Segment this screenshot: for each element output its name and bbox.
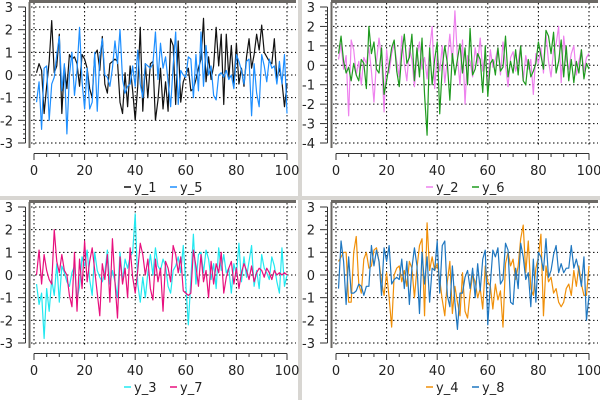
y-tick-label: -3: [0, 337, 13, 352]
legend-label: y_7: [180, 381, 202, 396]
x-tick-label: 20: [378, 164, 395, 179]
y-tick-label: -1: [302, 292, 315, 307]
subplot-1: 3 2 1 0 -1 -2 -3 0 20 40 60 80 100 y_1 y_5: [0, 0, 299, 196]
y-tick-label: 0: [307, 59, 315, 74]
y-tick-label: 3: [5, 201, 13, 216]
x-tick-label: 40: [127, 364, 144, 379]
legend-label: y_5: [180, 181, 202, 196]
y-tick-label: 1: [307, 40, 315, 55]
y-tick-label: -2: [302, 314, 315, 329]
x-tick-label: 0: [332, 364, 340, 379]
y-tick-label: 3: [307, 1, 315, 16]
x-tick-label: 80: [228, 364, 245, 379]
legend-label: y_4: [436, 381, 458, 396]
y-tick-label: 0: [5, 269, 13, 284]
x-tick-label: 100: [275, 164, 300, 179]
y-tick-label: 3: [307, 201, 315, 216]
plot-area: [331, 200, 599, 348]
x-tick-label: 40: [429, 164, 446, 179]
series-line-y_2: [337, 10, 590, 117]
subplot-4: 3 2 1 0 -1 -2 -3 0 20 40 60 80 100 y_4 y_8: [302, 200, 600, 396]
y-tick-label: 1: [307, 246, 315, 261]
x-tick-label: 0: [30, 164, 38, 179]
x-tick-label: 80: [530, 364, 547, 379]
x-tick-label: 40: [429, 364, 446, 379]
y-tick-label: 0: [5, 69, 13, 84]
legend-label: y_2: [436, 181, 458, 196]
x-tick-label: 60: [178, 164, 195, 179]
x-tick-label: 0: [332, 164, 340, 179]
x-tick-label: 100: [577, 364, 600, 379]
y-tick-label: 0: [307, 269, 315, 284]
y-tick-label: -1: [0, 292, 13, 307]
y-tick-label: -3: [302, 337, 315, 352]
legend-label: y_3: [134, 381, 156, 396]
legend-label: y_8: [482, 381, 504, 396]
y-tick-label: 2: [5, 24, 13, 39]
y-tick-label: 2: [5, 224, 13, 239]
x-tick-label: 60: [480, 164, 497, 179]
y-tick-label: -2: [0, 114, 13, 129]
x-tick-label: 80: [228, 164, 245, 179]
legend: y_4 y_8: [426, 381, 504, 396]
y-tick-label: -3: [0, 137, 13, 152]
legend: y_3 y_7: [124, 381, 202, 396]
x-tick-label: 100: [275, 364, 300, 379]
series-line-y_5: [35, 26, 288, 135]
y-tick-label: -1: [0, 92, 13, 107]
panel-divider: [0, 196, 600, 200]
y-tick-label: -3: [302, 118, 315, 133]
legend-label: y_1: [134, 181, 156, 196]
series-line-y_8: [337, 238, 590, 330]
subplot-2: 3 2 1 0 -1 -2 -3 -4 0 20 40 60 80 100 y_2 y_6: [302, 0, 600, 196]
x-tick-label: 20: [76, 164, 93, 179]
y-tick-label: -2: [302, 98, 315, 113]
series-line-y_6: [337, 25, 590, 136]
legend: y_1 y_5: [124, 181, 202, 196]
y-tick-label: -2: [0, 314, 13, 329]
x-tick-label: 40: [127, 164, 144, 179]
x-tick-label: 100: [577, 164, 600, 179]
x-tick-label: 80: [530, 164, 547, 179]
y-tick-label: 3: [5, 1, 13, 16]
y-tick-label: 1: [5, 46, 13, 61]
y-tick-label: 1: [5, 246, 13, 261]
x-tick-label: 20: [378, 364, 395, 379]
legend: y_2 y_6: [426, 181, 504, 196]
x-tick-label: 60: [480, 364, 497, 379]
series-line-y_7: [35, 229, 288, 319]
y-tick-label: -1: [302, 79, 315, 94]
legend-label: y_6: [482, 181, 504, 196]
x-tick-label: 20: [76, 364, 93, 379]
x-tick-label: 60: [178, 364, 195, 379]
y-tick-label: 2: [307, 20, 315, 35]
y-tick-label: 2: [307, 224, 315, 239]
y-tick-label: -4: [302, 137, 315, 152]
x-tick-label: 0: [30, 364, 38, 379]
subplot-3: 3 2 1 0 -1 -2 -3 0 20 40 60 80 100 y_3 y_7: [0, 200, 299, 396]
